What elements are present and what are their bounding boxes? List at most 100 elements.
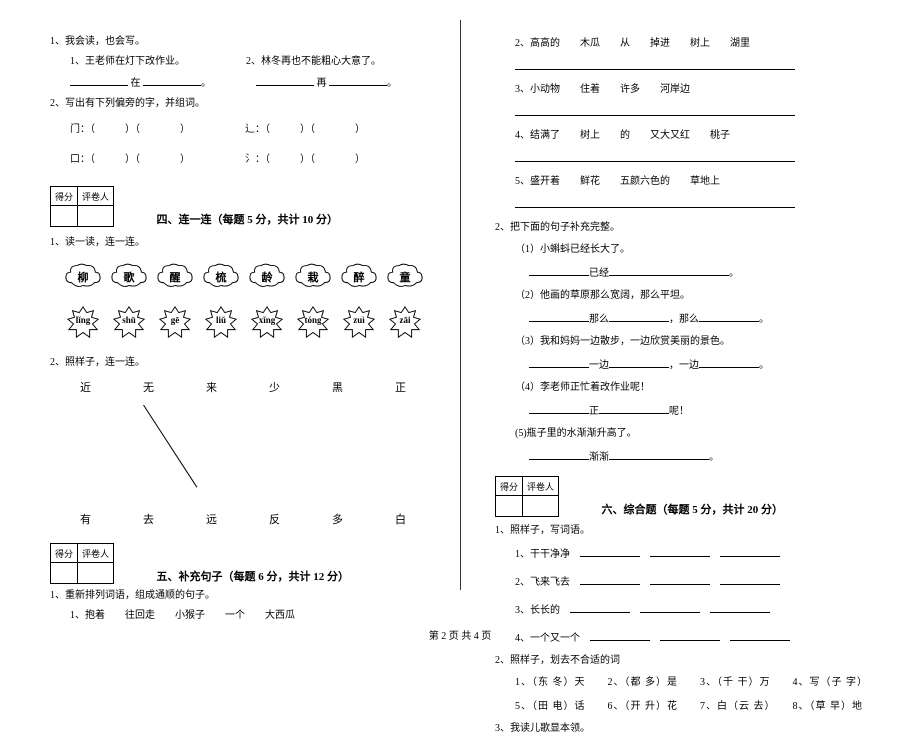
blank [529, 356, 589, 368]
match-char: 远 [206, 511, 217, 527]
blank [329, 74, 387, 86]
leaf-item: lǐng [64, 305, 102, 341]
radical-r2b: 氵：（ ）（ ） [245, 154, 365, 165]
grader-label: 评卷人 [523, 477, 559, 496]
cloud-row: 柳 歌 醒 梳 龄 栽 醉 童 [64, 261, 450, 291]
q5-s1: 1、抱着 往回走 小猴子 一个 大西瓜 [50, 608, 450, 624]
txt-zai2: 再 [317, 78, 327, 89]
cloud-char: 柳 [64, 269, 102, 285]
match-bot-row: 有 去 远 反 多 白 [80, 511, 450, 527]
leaf-item: gē [156, 305, 194, 341]
match-connecting-line [143, 405, 197, 488]
leaf-item: xǐng [248, 305, 286, 341]
blank [515, 196, 795, 208]
blank [529, 402, 589, 414]
leaf-pinyin: lǐng [64, 315, 102, 325]
q2-s5: 5、盛开着 鲜花 五颜六色的 草地上 [495, 174, 895, 190]
score-box: 得分评卷人 [495, 476, 559, 517]
cloud-item: 梳 [202, 261, 240, 291]
txt-zai1: 在 [131, 78, 141, 89]
txt: 渐渐 [589, 452, 609, 463]
q6a-s1: 1、干干净净 [515, 549, 570, 560]
leaf-item: tóng [294, 305, 332, 341]
cloud-char: 醒 [156, 269, 194, 285]
cloud-item: 柳 [64, 261, 102, 291]
txt: 呢！ [669, 406, 689, 417]
cloud-char: 梳 [202, 269, 240, 285]
left-column: 1、我会读，也会写。 1、王老师在灯下改作业。 2、林冬再也不能粗心大意了。 在… [50, 30, 450, 628]
q6a-s3: 3、长长的 [515, 605, 560, 616]
cloud-item: 歌 [110, 261, 148, 291]
blank [529, 448, 589, 460]
q6b-title: 2、照样子，划去不合适的词 [495, 653, 895, 669]
match-char: 少 [269, 379, 280, 395]
q1-s1: 1、王老师在灯下改作业。 [70, 56, 185, 67]
match-char: 正 [395, 379, 406, 395]
leaf-pinyin: gē [156, 315, 194, 325]
score-box: 得分评卷人 [50, 186, 114, 227]
q2b-s3: （3）我和妈妈一边散步，一边欣赏美丽的景色。 [495, 334, 895, 350]
leaf-row: lǐng shū gē liǔ xǐng tóng zuì zāi [64, 305, 450, 341]
blank [710, 601, 770, 613]
blank [580, 573, 640, 585]
txt: ，一边 [669, 360, 699, 371]
blank [515, 58, 795, 70]
blank [529, 310, 589, 322]
blank [720, 573, 780, 585]
match-top-row: 近 无 来 少 黑 正 [80, 379, 450, 395]
cloud-char: 童 [386, 269, 424, 285]
q2-s4: 4、结满了 树上 的 又大又红 桃子 [495, 128, 895, 144]
leaf-item: shū [110, 305, 148, 341]
match-char: 有 [80, 511, 91, 527]
cloud-char: 歌 [110, 269, 148, 285]
leaf-item: liǔ [202, 305, 240, 341]
match-char: 白 [395, 511, 406, 527]
txt: 正 [589, 406, 599, 417]
blank [599, 402, 669, 414]
score-label: 得分 [496, 477, 523, 496]
q2b-s2: （2）他画的草原那么宽阔，那么平坦。 [495, 288, 895, 304]
section-4-title: 四、连一连（每题 5 分，共计 10 分） [157, 211, 339, 227]
txt: 那么 [589, 314, 609, 325]
match-char: 近 [80, 379, 91, 395]
match-char: 无 [143, 379, 154, 395]
blank [609, 310, 669, 322]
section-5-title: 五、补充句子（每题 6 分，共计 12 分） [157, 568, 350, 584]
cloud-char: 醉 [340, 269, 378, 285]
match-char: 多 [332, 511, 343, 527]
leaf-pinyin: zāi [386, 315, 424, 325]
blank [720, 545, 780, 557]
match-title: 2、照样子，连一连。 [50, 355, 450, 371]
txt: 一边 [589, 360, 609, 371]
q2-s3: 3、小动物 住着 许多 河岸边 [495, 82, 895, 98]
cloud-item: 栽 [294, 261, 332, 291]
page-number: 第 2 页 共 4 页 [0, 627, 920, 642]
q5-title: 1、重新排列词语，组成通顺的句子。 [50, 588, 450, 604]
blank [529, 264, 589, 276]
cloud-char: 龄 [248, 269, 286, 285]
cloud-char: 栽 [294, 269, 332, 285]
radical-r2a: 口：（ ）（ ） [70, 154, 190, 165]
blank [699, 356, 759, 368]
blank [650, 545, 710, 557]
grader-label: 评卷人 [78, 544, 114, 563]
blank [143, 74, 201, 86]
read-title: 1、读一读，连一连。 [50, 235, 450, 251]
score-box: 得分评卷人 [50, 543, 114, 584]
q1b-title: 2、写出有下列偏旁的字，并组词。 [50, 96, 450, 112]
q2b-s5: (5)瓶子里的水渐渐升高了。 [495, 426, 895, 442]
blank [70, 74, 128, 86]
blank [650, 573, 710, 585]
blank [580, 545, 640, 557]
radical-r1a: 门：（ ）（ ） [70, 124, 190, 135]
match-char: 来 [206, 379, 217, 395]
leaf-pinyin: xǐng [248, 315, 286, 325]
blank [515, 104, 795, 116]
cloud-item: 龄 [248, 261, 286, 291]
q6a-s2: 2、飞来飞去 [515, 577, 570, 588]
match-area [80, 403, 450, 503]
q2b-title: 2、把下面的句子补充完整。 [495, 220, 895, 236]
q1-title: 1、我会读，也会写。 [50, 34, 450, 50]
q1-s2: 2、林冬再也不能粗心大意了。 [246, 56, 381, 67]
leaf-pinyin: tóng [294, 315, 332, 325]
